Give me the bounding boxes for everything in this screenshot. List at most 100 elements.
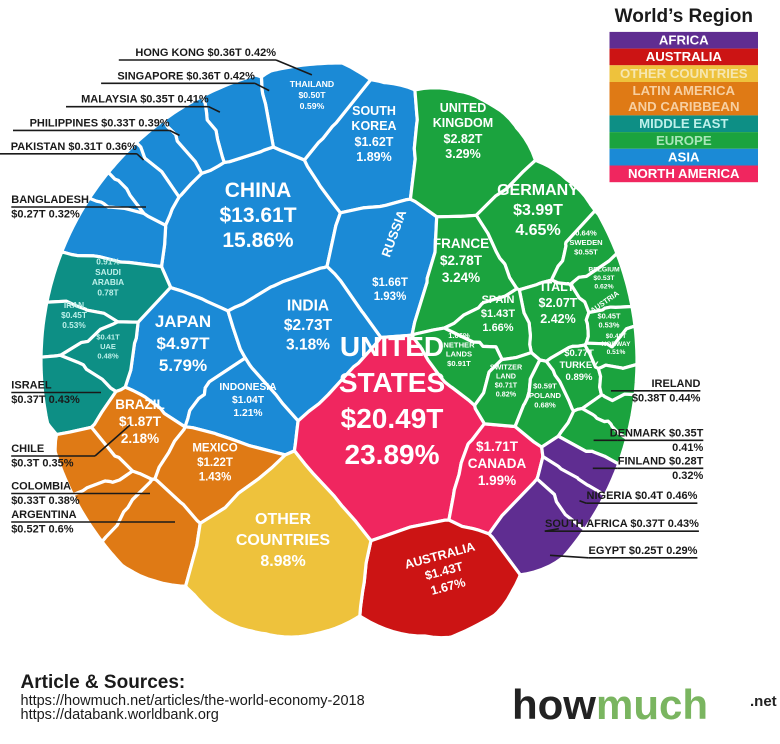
svg-text:IRAN: IRAN xyxy=(64,300,84,310)
svg-text:MALAYSIA $0.35T 0.41%: MALAYSIA $0.35T 0.41% xyxy=(81,94,209,106)
svg-text:$0.52T 0.6%: $0.52T 0.6% xyxy=(11,524,74,536)
svg-text:CHILE: CHILE xyxy=(11,443,44,455)
svg-text:0.89%: 0.89% xyxy=(566,372,593,383)
svg-text:POLAND: POLAND xyxy=(529,391,562,400)
svg-text:DENMARK $0.35T: DENMARK $0.35T xyxy=(610,427,704,439)
svg-text:GERMANY: GERMANY xyxy=(497,182,579,199)
svg-text:SPAIN: SPAIN xyxy=(482,294,515,306)
svg-text:$2.78T: $2.78T xyxy=(440,253,483,268)
svg-text:COUNTRIES: COUNTRIES xyxy=(236,532,331,549)
svg-text:$0.43T: $0.43T xyxy=(606,333,627,340)
svg-text:HONG KONG $0.36T 0.42%: HONG KONG $0.36T 0.42% xyxy=(135,47,276,59)
svg-text:UAE: UAE xyxy=(100,342,116,351)
svg-text:EUROPE: EUROPE xyxy=(656,133,712,148)
svg-text:World’s Region: World’s Region xyxy=(615,6,753,27)
svg-text:UNITED: UNITED xyxy=(440,101,487,115)
svg-text:1.06%: 1.06% xyxy=(448,331,470,340)
svg-text:$1.62T: $1.62T xyxy=(355,135,394,149)
svg-text:OTHER: OTHER xyxy=(255,511,311,528)
svg-text:23.89%: 23.89% xyxy=(345,439,440,470)
svg-text:$0.71T: $0.71T xyxy=(495,381,518,390)
svg-text:$0.45T: $0.45T xyxy=(597,312,620,321)
svg-text:JAPAN: JAPAN xyxy=(155,312,211,331)
svg-text:$0.50T: $0.50T xyxy=(298,90,326,100)
svg-text:$1.22T: $1.22T xyxy=(197,457,233,469)
svg-text:LANDS: LANDS xyxy=(446,350,472,359)
svg-text:0.53%: 0.53% xyxy=(599,321,620,330)
svg-text:$0.27T 0.32%: $0.27T 0.32% xyxy=(11,209,80,221)
svg-text:PHILIPPINES $0.33T 0.39%: PHILIPPINES $0.33T 0.39% xyxy=(30,117,170,129)
svg-text:PAKISTAN $0.31T 0.36%: PAKISTAN $0.31T 0.36% xyxy=(11,141,137,153)
svg-text:KINGDOM: KINGDOM xyxy=(433,116,493,130)
svg-text:1.99%: 1.99% xyxy=(478,473,516,488)
svg-text:STATES: STATES xyxy=(339,367,445,398)
svg-text:3.18%: 3.18% xyxy=(286,337,330,354)
svg-text:CHINA: CHINA xyxy=(225,179,292,202)
svg-text:TURKEY: TURKEY xyxy=(559,360,599,371)
svg-text:$4.97T: $4.97T xyxy=(157,334,211,353)
svg-text:COLOMBIA: COLOMBIA xyxy=(11,481,71,493)
svg-text:$0.91T: $0.91T xyxy=(447,359,471,368)
svg-text:15.86%: 15.86% xyxy=(222,229,294,252)
svg-text:CANADA: CANADA xyxy=(468,456,527,471)
svg-text:1.21%: 1.21% xyxy=(233,408,262,419)
svg-text:3.29%: 3.29% xyxy=(445,147,480,161)
svg-text:$1.87T: $1.87T xyxy=(119,414,162,429)
svg-text:INDIA: INDIA xyxy=(287,298,329,315)
svg-text:0.68%: 0.68% xyxy=(534,400,556,409)
svg-text:1.66%: 1.66% xyxy=(482,322,513,334)
svg-text:Article & Sources:: Article & Sources: xyxy=(21,672,186,693)
svg-text:BANGLADESH: BANGLADESH xyxy=(11,194,89,206)
svg-text:.net: .net xyxy=(750,693,777,710)
svg-text:$2.07T: $2.07T xyxy=(539,296,578,310)
svg-text:0.91%: 0.91% xyxy=(96,257,120,267)
svg-text:$0.3T 0.35%: $0.3T 0.35% xyxy=(11,458,74,470)
svg-text:SOUTH: SOUTH xyxy=(352,104,396,118)
svg-text:$1.71T: $1.71T xyxy=(476,439,519,454)
svg-text:OTHER COUNTRIES: OTHER COUNTRIES xyxy=(620,66,748,81)
svg-text:1.93%: 1.93% xyxy=(374,291,407,303)
svg-text:AFRICA: AFRICA xyxy=(659,33,709,48)
svg-text:$1.66T: $1.66T xyxy=(372,277,408,289)
svg-text:3.24%: 3.24% xyxy=(442,270,480,285)
svg-text:SWITZER: SWITZER xyxy=(490,363,523,372)
svg-text:LATIN AMERICA: LATIN AMERICA xyxy=(633,83,736,98)
svg-text:1.43%: 1.43% xyxy=(199,472,232,484)
svg-text:ISRAEL: ISRAEL xyxy=(11,380,52,392)
svg-text:0.41%: 0.41% xyxy=(672,442,703,454)
svg-text:$0.45T: $0.45T xyxy=(61,310,87,320)
svg-text:$0.41T: $0.41T xyxy=(96,333,120,342)
svg-text:KOREA: KOREA xyxy=(351,119,396,133)
svg-text:0.53%: 0.53% xyxy=(62,320,86,330)
svg-text:howmuch: howmuch xyxy=(512,681,708,728)
svg-text:SWEDEN: SWEDEN xyxy=(569,238,602,247)
svg-text:NORTH AMERICA: NORTH AMERICA xyxy=(628,166,740,181)
svg-text:8.98%: 8.98% xyxy=(260,553,305,570)
svg-text:NORWAY: NORWAY xyxy=(602,341,632,348)
svg-text:$0.55T: $0.55T xyxy=(574,247,598,256)
svg-text:SINGAPORE $0.36T 0.42%: SINGAPORE $0.36T 0.42% xyxy=(117,70,255,82)
svg-text:NIGERIA $0.4T 0.46%: NIGERIA $0.4T 0.46% xyxy=(587,490,698,502)
svg-text:UNITED: UNITED xyxy=(340,331,444,362)
svg-text:2.18%: 2.18% xyxy=(121,431,159,446)
svg-text:MIDDLE EAST: MIDDLE EAST xyxy=(639,116,728,131)
svg-text:$3.99T: $3.99T xyxy=(513,202,563,219)
svg-text:0.62%: 0.62% xyxy=(594,284,613,291)
svg-text:$2.82T: $2.82T xyxy=(444,132,483,146)
svg-text:$20.49T: $20.49T xyxy=(341,403,444,434)
svg-text:$13.61T: $13.61T xyxy=(219,204,296,227)
svg-text:0.48%: 0.48% xyxy=(97,351,119,360)
svg-text:0.51%: 0.51% xyxy=(607,349,626,356)
svg-text:$0.37T 0.43%: $0.37T 0.43% xyxy=(11,394,80,406)
svg-text:ARABIA: ARABIA xyxy=(92,277,124,287)
svg-text:ASIA: ASIA xyxy=(668,149,700,164)
svg-text:$0.33T 0.38%: $0.33T 0.38% xyxy=(11,495,80,507)
svg-text:0.82%: 0.82% xyxy=(496,390,517,399)
svg-text:ITALY: ITALY xyxy=(541,280,576,294)
svg-text:$0.38T 0.44%: $0.38T 0.44% xyxy=(632,392,701,404)
svg-text:5.79%: 5.79% xyxy=(159,356,207,375)
svg-text:$1.04T: $1.04T xyxy=(232,395,265,406)
svg-text:$0.53T: $0.53T xyxy=(593,275,615,282)
svg-text:AND CARIBBEAN: AND CARIBBEAN xyxy=(628,99,739,114)
svg-text:0.59%: 0.59% xyxy=(300,101,325,111)
